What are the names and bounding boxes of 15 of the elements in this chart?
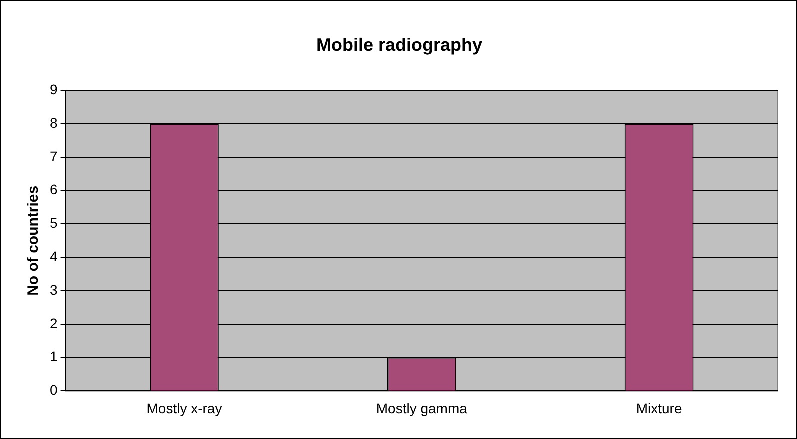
- x-tick-label: Mixture: [636, 400, 682, 416]
- y-tick-label: 1: [50, 348, 58, 365]
- y-tick-label: 9: [50, 81, 58, 98]
- y-tick-label: 3: [50, 282, 58, 298]
- y-tick-label: 5: [50, 215, 58, 232]
- y-tick-label: 8: [50, 114, 58, 131]
- y-tick-label: 0: [50, 382, 58, 398]
- x-tick-label: Mostly gamma: [376, 400, 468, 416]
- chart-title: Mobile radiography: [316, 34, 483, 55]
- y-axis-title: No of countries: [25, 186, 42, 296]
- y-tick-label: 2: [50, 315, 58, 332]
- y-tick-label: 7: [50, 148, 58, 164]
- y-tick-label: 6: [50, 182, 58, 198]
- y-tick-label: 4: [50, 248, 58, 264]
- x-tick-label: Mostly x-ray: [146, 400, 222, 416]
